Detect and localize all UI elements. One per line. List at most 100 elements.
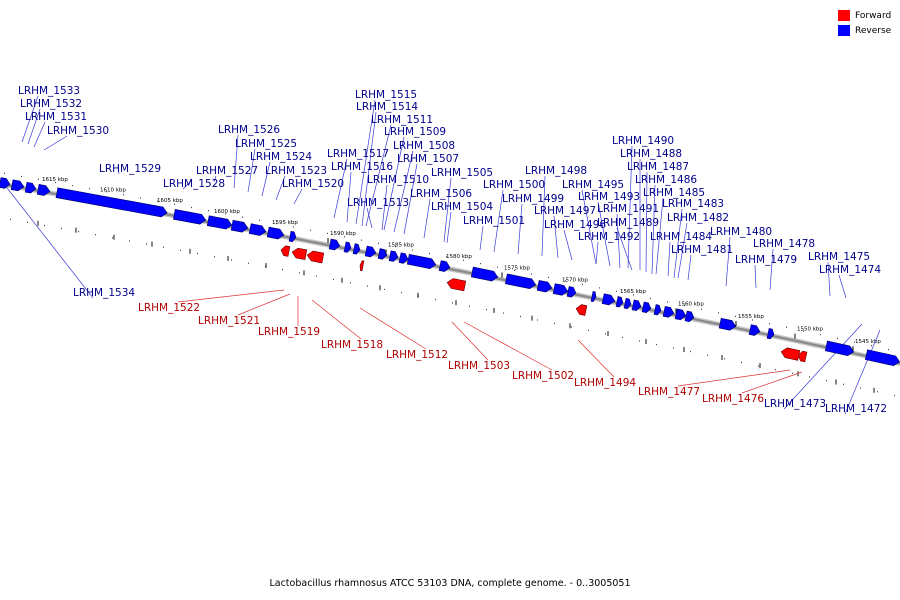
reverse-gene-arrow[interactable] [24, 181, 37, 194]
reverse-gene-label[interactable]: LRHM_1490 [612, 135, 674, 147]
forward-gene-arrow[interactable] [280, 245, 291, 257]
reverse-gene-label[interactable]: LRHM_1481 [671, 244, 733, 256]
reverse-gene-label[interactable]: LRHM_1483 [662, 198, 724, 210]
reverse-gene-label[interactable]: LRHM_1478 [753, 238, 815, 250]
reverse-gene-label[interactable]: LRHM_1486 [635, 174, 697, 186]
reverse-gene-label[interactable]: LRHM_1528 [163, 178, 225, 190]
forward-gene-arrow[interactable] [306, 250, 325, 264]
reverse-gene-arrow[interactable] [615, 296, 624, 308]
reverse-gene-label[interactable]: LRHM_1496 [544, 219, 606, 231]
reverse-gene-arrow[interactable] [377, 248, 388, 260]
reverse-gene-arrow[interactable] [566, 286, 577, 298]
reverse-gene-label[interactable]: LRHM_1488 [620, 148, 682, 160]
reverse-gene-arrow[interactable] [684, 310, 695, 323]
reverse-gene-arrow[interactable] [36, 184, 51, 196]
reverse-gene-arrow[interactable] [438, 260, 451, 273]
reverse-gene-label[interactable]: LRHM_1473 [764, 398, 826, 410]
reverse-gene-arrow[interactable] [230, 219, 249, 233]
forward-gene-arrow[interactable] [291, 247, 308, 261]
reverse-gene-arrow[interactable] [601, 293, 616, 306]
reverse-gene-label[interactable]: LRHM_1532 [20, 98, 82, 110]
reverse-gene-label[interactable]: LRHM_1526 [218, 124, 280, 136]
forward-gene-arrow[interactable] [797, 350, 808, 363]
forward-gene-arrow[interactable] [780, 347, 801, 361]
reverse-gene-label[interactable]: LRHM_1530 [47, 125, 109, 137]
reverse-gene-arrow[interactable] [173, 209, 207, 225]
forward-gene-label[interactable]: LRHM_1502 [512, 370, 574, 382]
reverse-gene-label[interactable]: LRHM_1495 [562, 179, 624, 191]
reverse-gene-arrow[interactable] [653, 304, 662, 316]
reverse-gene-label[interactable]: LRHM_1491 [597, 203, 659, 215]
reverse-gene-arrow[interactable] [288, 230, 297, 243]
reverse-gene-arrow[interactable] [10, 179, 25, 192]
reverse-gene-label[interactable]: LRHM_1520 [282, 178, 344, 190]
reverse-gene-label[interactable]: LRHM_1485 [643, 187, 705, 199]
reverse-gene-arrow[interactable] [352, 243, 361, 255]
forward-gene-label[interactable]: LRHM_1512 [386, 349, 448, 361]
reverse-gene-arrow[interactable] [470, 266, 499, 282]
reverse-gene-label[interactable]: LRHM_1480 [710, 226, 772, 238]
reverse-gene-label[interactable]: LRHM_1506 [410, 188, 472, 200]
reverse-gene-label[interactable]: LRHM_1534 [73, 287, 135, 299]
forward-gene-label[interactable]: LRHM_1477 [638, 386, 700, 398]
reverse-gene-arrow[interactable] [590, 291, 597, 303]
reverse-gene-label[interactable]: LRHM_1514 [356, 101, 418, 113]
reverse-gene-label[interactable]: LRHM_1524 [250, 151, 312, 163]
reverse-gene-arrow[interactable] [206, 215, 233, 230]
reverse-gene-arrow[interactable] [248, 223, 267, 237]
reverse-gene-arrow[interactable] [641, 301, 652, 314]
reverse-gene-label[interactable]: LRHM_1479 [735, 254, 797, 266]
reverse-gene-label[interactable]: LRHM_1482 [667, 212, 729, 224]
reverse-gene-label[interactable]: LRHM_1527 [196, 165, 258, 177]
reverse-gene-arrow[interactable] [674, 308, 687, 321]
reverse-gene-label[interactable]: LRHM_1501 [463, 215, 525, 227]
forward-gene-label[interactable]: LRHM_1494 [574, 377, 636, 389]
reverse-gene-label[interactable]: LRHM_1531 [25, 111, 87, 123]
reverse-gene-arrow[interactable] [504, 273, 537, 290]
reverse-gene-label[interactable]: LRHM_1505 [431, 167, 493, 179]
reverse-gene-arrow[interactable] [406, 253, 437, 269]
forward-gene-label[interactable]: LRHM_1503 [448, 360, 510, 372]
reverse-gene-arrow[interactable] [748, 324, 761, 337]
reverse-gene-label[interactable]: LRHM_1516 [331, 161, 393, 173]
reverse-gene-label[interactable]: LRHM_1529 [99, 163, 161, 175]
reverse-gene-arrow[interactable] [662, 306, 675, 318]
reverse-gene-label[interactable]: LRHM_1513 [347, 197, 409, 209]
reverse-gene-label[interactable]: LRHM_1523 [265, 165, 327, 177]
forward-gene-arrow[interactable] [446, 278, 467, 292]
reverse-gene-label[interactable]: LRHM_1509 [384, 126, 446, 138]
reverse-gene-arrow[interactable] [266, 226, 285, 240]
reverse-gene-label[interactable]: LRHM_1489 [597, 217, 659, 229]
reverse-gene-label[interactable]: LRHM_1497 [534, 205, 596, 217]
reverse-gene-label[interactable]: LRHM_1508 [393, 140, 455, 152]
reverse-gene-arrow[interactable] [398, 252, 409, 264]
reverse-gene-arrow[interactable] [766, 328, 775, 340]
reverse-gene-arrow[interactable] [0, 177, 11, 190]
reverse-gene-arrow[interactable] [864, 349, 900, 367]
reverse-gene-label[interactable]: LRHM_1499 [502, 193, 564, 205]
reverse-gene-label[interactable]: LRHM_1500 [483, 179, 545, 191]
reverse-gene-label[interactable]: LRHM_1472 [825, 403, 887, 415]
forward-gene-label[interactable]: LRHM_1476 [702, 393, 764, 405]
reverse-gene-label[interactable]: LRHM_1487 [627, 161, 689, 173]
forward-gene-arrow[interactable] [359, 260, 365, 272]
reverse-gene-label[interactable]: LRHM_1511 [371, 114, 433, 126]
reverse-gene-label[interactable]: LRHM_1510 [367, 174, 429, 186]
reverse-gene-arrow[interactable] [623, 297, 632, 310]
reverse-gene-arrow[interactable] [631, 299, 642, 311]
reverse-gene-label[interactable]: LRHM_1492 [578, 231, 640, 243]
reverse-gene-arrow[interactable] [388, 250, 399, 262]
forward-gene-label[interactable]: LRHM_1522 [138, 302, 200, 314]
reverse-gene-arrow[interactable] [55, 187, 168, 218]
forward-gene-label[interactable]: LRHM_1518 [321, 339, 383, 351]
reverse-gene-arrow[interactable] [328, 238, 341, 251]
reverse-gene-label[interactable]: LRHM_1484 [650, 231, 712, 243]
reverse-gene-label[interactable]: LRHM_1504 [431, 201, 493, 213]
reverse-gene-arrow[interactable] [536, 280, 553, 293]
reverse-gene-label[interactable]: LRHM_1493 [578, 191, 640, 203]
reverse-gene-arrow[interactable] [343, 241, 352, 253]
reverse-gene-arrow[interactable] [364, 245, 377, 258]
reverse-gene-label[interactable]: LRHM_1515 [355, 89, 417, 101]
forward-gene-label[interactable]: LRHM_1519 [258, 326, 320, 338]
forward-gene-label[interactable]: LRHM_1521 [198, 315, 260, 327]
